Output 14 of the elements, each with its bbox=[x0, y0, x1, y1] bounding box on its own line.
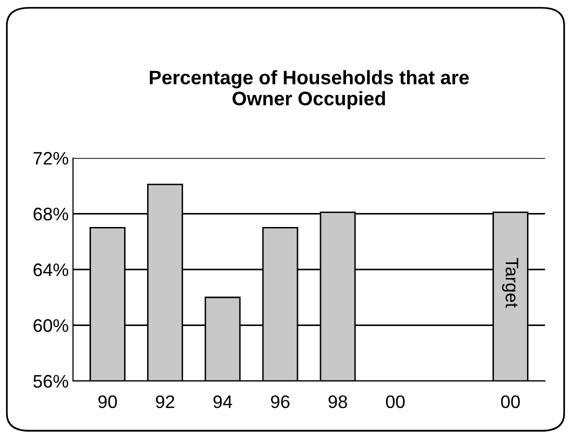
x-tick-label: 92 bbox=[156, 395, 174, 408]
x-tick-label: 90 bbox=[98, 395, 117, 408]
y-tick-label: 60% bbox=[34, 319, 68, 332]
annotation: Target bbox=[502, 258, 518, 308]
y-tick-label: 64% bbox=[34, 263, 68, 276]
x-tick-label: 00 bbox=[386, 395, 405, 408]
y-tick-label: 68% bbox=[34, 208, 68, 220]
y-tick-label: 72% bbox=[34, 152, 68, 165]
x-tick-label: 98 bbox=[328, 395, 348, 408]
y-tick-label: 56% bbox=[33, 374, 68, 388]
x-tick-label: 94 bbox=[213, 395, 232, 408]
chart-title: Percentage of Households that are Owner Occupied bbox=[150, 70, 469, 110]
x-tick-label: 96 bbox=[271, 395, 290, 408]
x-tick-label: 00 bbox=[501, 395, 520, 408]
